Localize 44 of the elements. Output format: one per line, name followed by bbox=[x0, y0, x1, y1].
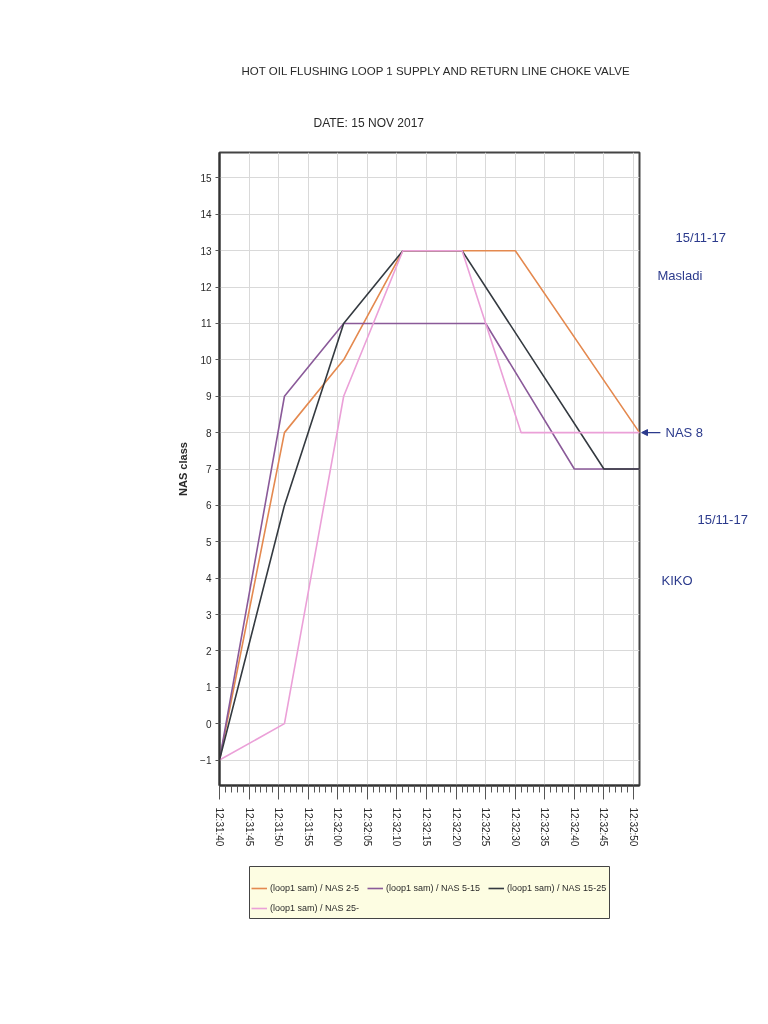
y-tick-label: 12 bbox=[200, 282, 212, 294]
x-tick-label: 12:31:55 bbox=[302, 807, 314, 847]
x-tick-label: 12:31:40 bbox=[214, 807, 225, 847]
y-tick-label: 15 bbox=[200, 172, 212, 184]
y-tick-label: 3 bbox=[205, 609, 212, 621]
x-tick-label: 12:32:00 bbox=[332, 807, 344, 847]
y-tick-label: 5 bbox=[205, 536, 212, 548]
x-tick-label: 12:32:30 bbox=[509, 807, 521, 847]
legend-label: (loop1 sam) / NAS 25- bbox=[270, 903, 360, 913]
y-tick-label: 9 bbox=[205, 391, 212, 403]
legend-label: (loop1 sam) / NAS 2-5 bbox=[270, 883, 360, 893]
chart-subtitle: DATE: 15 NOV 2017 bbox=[313, 115, 425, 130]
text: KIKO bbox=[661, 572, 693, 588]
y-tick-label: 1 bbox=[205, 682, 212, 694]
y-axis-title: NAS class bbox=[177, 442, 190, 496]
x-tick-label: 12:32:15 bbox=[421, 807, 433, 847]
x-tick-label: 12:32:50 bbox=[628, 807, 640, 847]
y-tick-label: 7 bbox=[205, 464, 212, 475]
y-tick-label: −1 bbox=[200, 755, 212, 767]
x-tick-label: 12:32:45 bbox=[598, 807, 610, 847]
x-tick-label: 12:31:45 bbox=[243, 807, 255, 847]
x-tick-label: 12:32:35 bbox=[539, 807, 551, 847]
legend-label: (loop1 sam) / NAS 15-25 bbox=[507, 883, 607, 893]
x-tick-label: 12:32:05 bbox=[361, 807, 373, 847]
legend-label: (loop1 sam) / NAS 5-15 bbox=[386, 883, 481, 893]
y-tick-label: 8 bbox=[205, 427, 212, 439]
text: Masladi bbox=[657, 267, 703, 283]
x-tick-label: 12:32:10 bbox=[391, 807, 403, 847]
y-tick-label: 13 bbox=[200, 245, 212, 257]
y-tick-label: 2 bbox=[205, 645, 212, 657]
x-tick-label: 12:31:50 bbox=[273, 807, 285, 847]
y-tick-label: 11 bbox=[201, 318, 212, 330]
x-tick-label: 12:32:20 bbox=[450, 807, 462, 847]
y-tick-label: 4 bbox=[205, 573, 212, 585]
y-tick-label: 10 bbox=[200, 354, 212, 366]
y-tick-label: 0 bbox=[205, 718, 212, 730]
annotation: NAS 8 bbox=[665, 425, 704, 441]
x-tick-label: 12:32:40 bbox=[568, 807, 580, 847]
text: 15/11-17 bbox=[675, 229, 726, 245]
y-tick-label: 6 bbox=[205, 500, 212, 512]
y-tick-label: 14 bbox=[200, 209, 212, 221]
x-tick-label: 12:32:25 bbox=[480, 807, 492, 847]
text: 15/11-17 bbox=[697, 512, 748, 528]
chart-title: HOT OIL FLUSHING LOOP 1 SUPPLY AND RETURN LINE CHOKE VALVE bbox=[241, 64, 630, 77]
